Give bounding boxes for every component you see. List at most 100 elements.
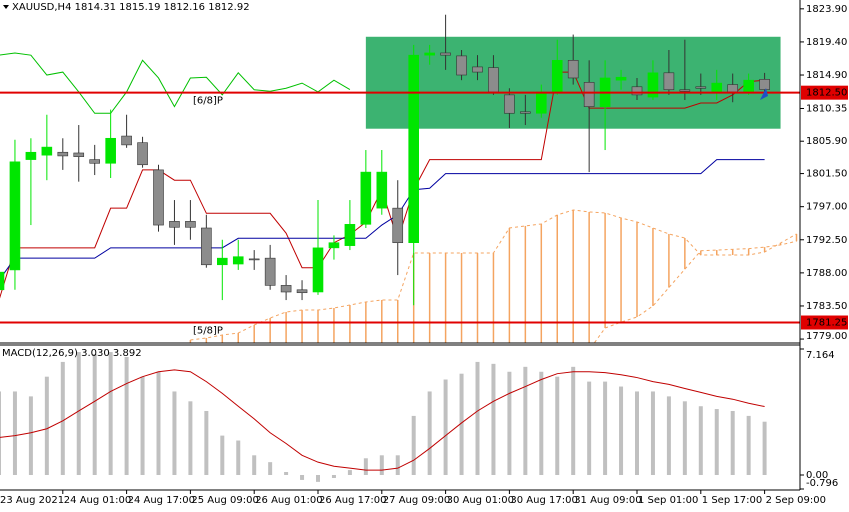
macd-bar — [459, 373, 464, 475]
macd-bar — [300, 475, 305, 480]
candle-body — [201, 227, 212, 266]
macd-bar — [188, 401, 193, 475]
x-tick-label: 27 Aug 09:00 — [383, 495, 450, 506]
candle-body — [360, 171, 372, 225]
candle-body — [695, 86, 707, 89]
candle-body — [743, 79, 754, 93]
candle-body — [727, 84, 739, 93]
macd-bar — [331, 475, 336, 478]
candle-body — [567, 60, 579, 79]
macd-bar — [555, 376, 560, 475]
y-tick-label: 1779.00 — [806, 331, 847, 342]
y-tick-label: 0.00 — [806, 470, 828, 481]
y-tick-label: 1783.50 — [806, 301, 847, 312]
y-tick-label: -0.796 — [806, 478, 838, 489]
candle-body — [121, 135, 132, 146]
candle-body — [535, 91, 547, 114]
macd-bar — [714, 409, 719, 475]
macd-bar — [236, 440, 241, 475]
macd-bar — [587, 381, 592, 475]
y-tick-label: 1819.40 — [806, 37, 847, 48]
candle-body — [264, 257, 276, 286]
cloud-span-a — [190, 209, 797, 341]
macd-bar — [427, 391, 432, 475]
candle-body — [456, 55, 467, 76]
candle-body — [312, 247, 324, 293]
candle-body — [217, 257, 228, 266]
macd-bar — [619, 386, 624, 475]
x-tick-label: 31 Aug 09:00 — [574, 495, 641, 506]
candle-body — [551, 60, 563, 93]
candle-body — [424, 52, 435, 56]
macd-bar — [475, 361, 480, 475]
macd-bar — [523, 366, 528, 475]
level-label: [6/8]P — [193, 96, 223, 107]
x-tick-label: 1 Sep 01:00 — [638, 495, 698, 506]
macd-bar — [363, 458, 368, 475]
candle-body — [57, 151, 69, 157]
candle-body — [169, 221, 180, 228]
candle-body — [440, 52, 451, 56]
candle-body — [615, 76, 627, 81]
macd-bar — [347, 470, 352, 475]
candle-body — [344, 224, 356, 246]
candle-body — [647, 72, 659, 98]
candle-body — [520, 111, 531, 114]
cursor-arrow — [760, 88, 768, 100]
x-tick-label: 24 Aug 01:00 — [64, 495, 131, 506]
macd-bar — [268, 462, 273, 475]
candle-body — [376, 171, 388, 209]
candle-body — [583, 82, 595, 107]
x-tick-label: 24 Aug 17:00 — [128, 495, 195, 506]
x-tick-label: 26 Aug 01:00 — [255, 495, 322, 506]
macd-bar — [156, 371, 161, 475]
candle-body — [408, 54, 420, 244]
macd-bar — [443, 379, 448, 475]
candle-body — [631, 86, 643, 96]
candle-body — [137, 142, 148, 166]
candle-body — [679, 89, 691, 92]
candle-body — [185, 221, 196, 228]
macd-bar — [252, 455, 257, 475]
candle-body — [73, 152, 85, 157]
candle-body — [232, 256, 244, 265]
macd-bar — [730, 410, 735, 475]
x-tick-label: 30 Aug 01:00 — [447, 495, 514, 506]
y-tick-label: 7.164 — [806, 350, 835, 361]
level-value-label: 1781.25 — [806, 318, 847, 329]
macd-bar — [0, 391, 1, 475]
macd-bar — [60, 361, 65, 475]
candle-body — [472, 66, 483, 73]
macd-bar — [666, 396, 671, 475]
x-tick-label: 23 Aug 2021 — [0, 495, 64, 506]
candle-body — [9, 161, 21, 271]
menu-triangle[interactable] — [3, 5, 9, 9]
macd-bar — [220, 435, 225, 475]
macd-bar — [108, 352, 113, 475]
macd-bar — [571, 366, 576, 475]
candle-body — [105, 137, 116, 164]
level-value-box — [801, 315, 848, 330]
x-tick-label: 25 Aug 09:00 — [191, 495, 258, 506]
macd-bar — [682, 401, 687, 475]
chart-title: XAUUSD,H4 1814.31 1815.19 1812.16 1812.9… — [12, 2, 250, 13]
candle-body — [328, 242, 340, 249]
candle-body — [248, 258, 260, 261]
macd-bar — [76, 352, 81, 475]
macd-panel — [0, 352, 767, 482]
indicator-line — [0, 159, 765, 280]
candle-body — [25, 151, 37, 160]
indicator-line — [0, 52, 351, 114]
candle-body — [41, 146, 53, 156]
macd-bar — [140, 376, 145, 475]
candle-body — [488, 67, 499, 93]
candle-body — [711, 82, 723, 93]
x-tick-label: 26 Aug 17:00 — [319, 495, 386, 506]
y-tick-label: 1810.35 — [806, 103, 847, 114]
candle-body — [759, 79, 770, 90]
level-value-label: 1812.50 — [806, 88, 847, 99]
candle-body — [663, 72, 675, 91]
